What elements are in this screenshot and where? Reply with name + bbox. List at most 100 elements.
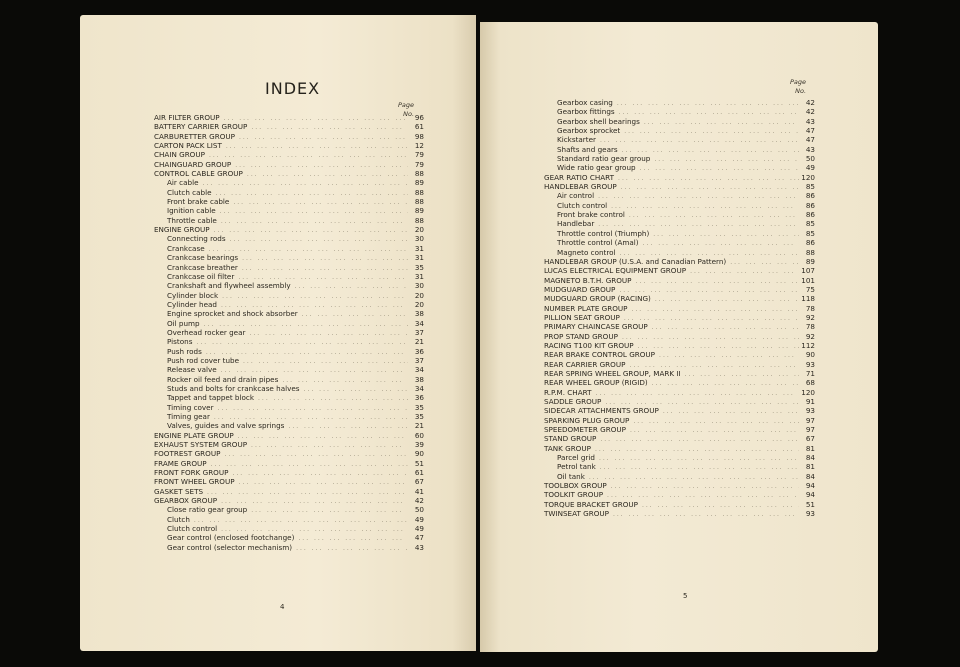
index-entry: Crankcase oil filter 31 bbox=[154, 272, 424, 281]
index-entry: Valves, guides and valve springs 21 bbox=[154, 421, 424, 430]
entry-page-number: 42 bbox=[805, 98, 815, 107]
entry-label: Valves, guides and valve springs bbox=[167, 421, 285, 431]
entry-label: GEAR RATIO CHART bbox=[544, 172, 615, 182]
index-entry: Oil tank 84 bbox=[544, 472, 815, 481]
entry-label: TOOLBOX GROUP bbox=[544, 481, 607, 491]
index-entry: CARBURETTER GROUP 98 bbox=[154, 132, 424, 141]
entry-page-number: 31 bbox=[414, 253, 424, 263]
dot-leader bbox=[681, 370, 799, 379]
dot-leader bbox=[235, 478, 408, 487]
entry-page-number: 60 bbox=[414, 430, 424, 440]
index-entry: Air control 86 bbox=[544, 191, 815, 200]
entry-page-number: 68 bbox=[805, 378, 815, 388]
index-entry: Parcel grid 84 bbox=[544, 453, 815, 462]
index-entry: MAGNETO B.T.H. GROUP 101 bbox=[544, 276, 815, 285]
dot-leader bbox=[626, 426, 799, 435]
entry-page-number: 34 bbox=[414, 383, 424, 393]
dot-leader bbox=[294, 534, 408, 543]
entry-label: FRONT FORK GROUP bbox=[154, 468, 229, 478]
entry-label: Wide ratio gear group bbox=[557, 163, 636, 173]
entry-label: Front brake cable bbox=[167, 197, 230, 207]
index-entry: Close ratio gear group 50 bbox=[154, 505, 424, 514]
dot-leader bbox=[222, 142, 408, 151]
entry-label: PRIMARY CHAINCASE GROUP bbox=[544, 322, 648, 332]
index-entry: TOOLBOX GROUP 94 bbox=[544, 481, 815, 490]
entry-page-number: 47 bbox=[805, 126, 815, 136]
dot-leader bbox=[627, 305, 799, 314]
index-entry: Throttle control (Amal) 86 bbox=[544, 238, 815, 247]
entry-label: Release valve bbox=[167, 365, 217, 375]
entry-label: CARTON PACK LIST bbox=[154, 141, 222, 151]
page-header-label: Page bbox=[398, 101, 415, 109]
index-entry: SPARKING PLUG GROUP 97 bbox=[544, 416, 815, 425]
entry-page-number: 78 bbox=[805, 303, 815, 313]
dot-leader bbox=[650, 155, 799, 164]
index-entry: Clutch cable 88 bbox=[154, 188, 424, 197]
entry-label: Clutch bbox=[167, 514, 190, 524]
index-entry: REAR SPRING WHEEL GROUP, MARK II 71 bbox=[544, 369, 815, 378]
dot-leader bbox=[651, 295, 799, 304]
index-entry: NUMBER PLATE GROUP 78 bbox=[544, 304, 815, 313]
index-entry: REAR BRAKE CONTROL GROUP 90 bbox=[544, 350, 815, 359]
dot-leader bbox=[214, 404, 408, 413]
entry-label: Cylinder head bbox=[167, 299, 217, 309]
dot-leader bbox=[203, 488, 408, 497]
entry-page-number: 79 bbox=[414, 159, 424, 169]
entry-label: TOOLKIT GROUP bbox=[544, 490, 604, 500]
entry-label: Shafts and gears bbox=[557, 144, 618, 154]
entry-page-number: 86 bbox=[805, 238, 815, 248]
entry-page-number: 120 bbox=[801, 172, 815, 182]
entry-page-number: 90 bbox=[805, 350, 815, 360]
dot-leader bbox=[243, 170, 408, 179]
dot-leader bbox=[190, 516, 408, 525]
entry-page-number: 20 bbox=[414, 299, 424, 309]
entry-label: Gearbox sprocket bbox=[557, 126, 621, 136]
entry-label: ENGINE GROUP bbox=[154, 225, 210, 235]
entry-label: MAGNETO B.T.H. GROUP bbox=[544, 275, 632, 285]
index-entry: LUCAS ELECTRICAL EQUIPMENT GROUP 107 bbox=[544, 266, 815, 275]
entry-page-number: 67 bbox=[414, 477, 424, 487]
entry-label: GEARBOX GROUP bbox=[154, 496, 218, 506]
dot-leader bbox=[618, 333, 799, 342]
index-entry: Timing gear 35 bbox=[154, 412, 424, 421]
entry-page-number: 88 bbox=[414, 187, 424, 197]
page-header-no: No. bbox=[795, 87, 807, 95]
index-entry: HANDLEBAR GROUP (U.S.A. and Canadian Pat… bbox=[544, 257, 815, 266]
entry-page-number: 31 bbox=[414, 271, 424, 281]
entry-label: HANDLEBAR GROUP (U.S.A. and Canadian Pat… bbox=[544, 256, 727, 266]
index-entry: Crankcase breather 35 bbox=[154, 263, 424, 272]
page-number: 4 bbox=[280, 603, 285, 611]
dot-leader bbox=[229, 198, 408, 207]
index-entry: Front brake control 86 bbox=[544, 210, 815, 219]
entry-label: HANDLEBAR GROUP bbox=[544, 182, 617, 192]
dot-leader bbox=[596, 463, 799, 472]
dot-leader bbox=[594, 192, 799, 201]
index-entry: TORQUE BRACKET GROUP 51 bbox=[544, 500, 815, 509]
page-number: 5 bbox=[683, 592, 688, 600]
index-entry: Clutch control 86 bbox=[544, 201, 815, 210]
entry-label: Gearbox fittings bbox=[557, 107, 615, 117]
index-entry: Crankshaft and flywheel assembly 30 bbox=[154, 281, 424, 290]
entry-label: Rocker oil feed and drain pipes bbox=[167, 374, 279, 384]
entry-label: FOOTREST GROUP bbox=[154, 449, 221, 459]
dot-leader bbox=[620, 127, 799, 136]
entry-page-number: 88 bbox=[414, 215, 424, 225]
entry-page-number: 35 bbox=[414, 262, 424, 272]
entry-page-number: 120 bbox=[801, 387, 815, 397]
index-entry: PROP STAND GROUP 92 bbox=[544, 332, 815, 341]
entry-page-number: 50 bbox=[414, 505, 424, 515]
index-entry: HANDLEBAR GROUP 85 bbox=[544, 182, 815, 191]
entry-page-number: 98 bbox=[414, 131, 424, 141]
index-entry: Pistons 21 bbox=[154, 337, 424, 346]
entry-label: Crankcase bearings bbox=[167, 253, 239, 263]
index-entry: PILLION SEAT GROUP 92 bbox=[544, 313, 815, 322]
entry-page-number: 49 bbox=[805, 163, 815, 173]
index-entry: Connecting rods 30 bbox=[154, 234, 424, 243]
index-entry: Cylinder head 20 bbox=[154, 300, 424, 309]
entry-page-number: 97 bbox=[805, 425, 815, 435]
dot-leader bbox=[629, 417, 799, 426]
entry-label: Air control bbox=[557, 191, 595, 201]
index-entry: TWINSEAT GROUP 93 bbox=[544, 509, 815, 518]
index-list-left: AIR FILTER GROUP 96 BATTERY CARRIER GROUP 6… bbox=[154, 113, 424, 552]
index-entry: FRONT FORK GROUP 61 bbox=[154, 468, 424, 477]
